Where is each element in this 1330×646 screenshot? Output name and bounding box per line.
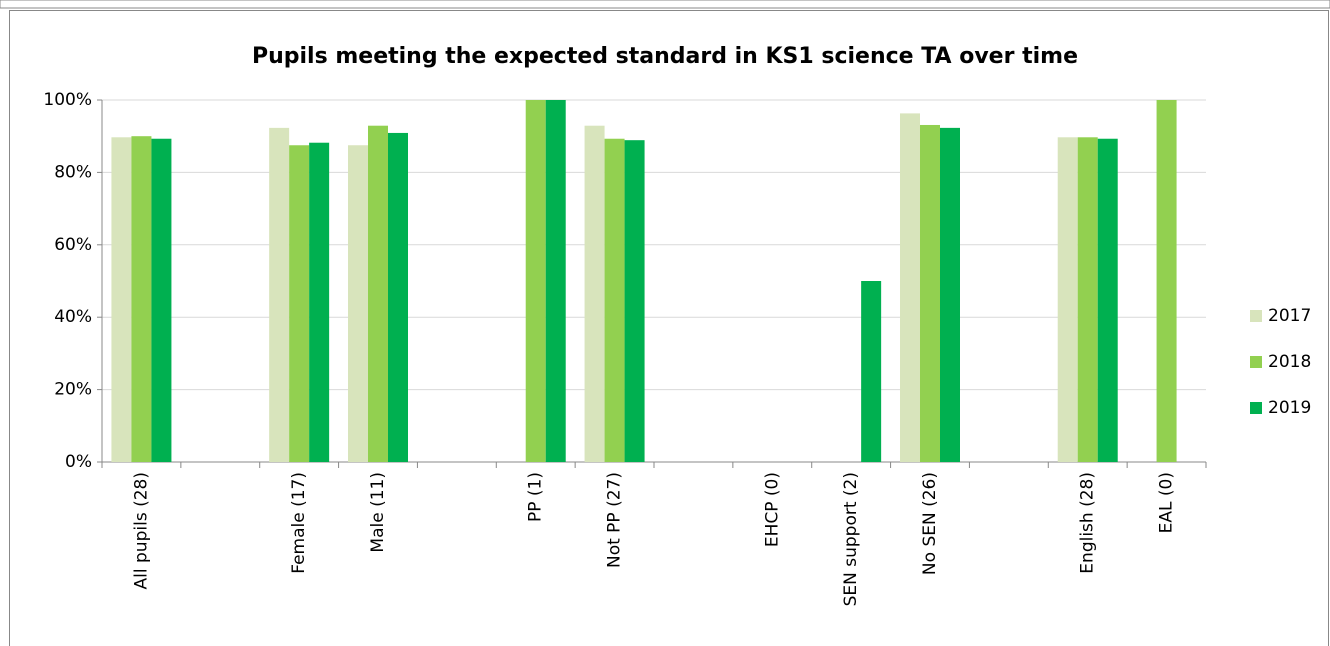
bar: [1057, 137, 1078, 462]
bar: [1156, 100, 1177, 462]
x-tick-label: EHCP (0): [762, 472, 782, 547]
bar: [289, 145, 310, 462]
x-tick-label: Male (11): [368, 472, 388, 553]
bar: [368, 125, 388, 463]
top-strip: [0, 0, 1330, 9]
bar: [1097, 138, 1118, 462]
x-tick-label: SEN support (2): [841, 472, 861, 606]
legend-label: 2018: [1268, 352, 1311, 372]
bar: [269, 127, 290, 463]
y-tick-label: 0%: [65, 452, 92, 472]
bar: [940, 127, 960, 463]
legend-label: 2019: [1268, 398, 1311, 418]
bar: [584, 125, 605, 463]
bar: [545, 100, 566, 462]
x-tick-label: EAL (0): [1157, 472, 1177, 533]
bar: [861, 281, 882, 462]
legend-swatch: [1250, 356, 1262, 368]
bar: [525, 100, 546, 462]
chart-frame: [9, 10, 1329, 646]
legend-label: 2017: [1268, 306, 1311, 326]
bar: [1077, 137, 1098, 462]
bar: [111, 137, 132, 462]
x-tick-label: Not PP (27): [605, 472, 625, 568]
bar: [309, 142, 330, 462]
bar: [604, 138, 625, 462]
y-tick-label: 60%: [54, 235, 92, 255]
legend-swatch: [1250, 310, 1262, 322]
x-tick-label: All pupils (28): [131, 472, 151, 589]
x-tick-label: English (28): [1078, 472, 1098, 574]
bar: [900, 113, 920, 463]
y-tick-label: 40%: [54, 307, 92, 327]
bar: [151, 138, 172, 462]
bar: [348, 145, 368, 462]
y-tick-label: 100%: [43, 90, 92, 110]
chart-title: Pupils meeting the expected standard in …: [252, 44, 1078, 69]
y-tick-label: 20%: [54, 380, 92, 400]
legend-swatch: [1250, 402, 1262, 414]
x-tick-label: No SEN (26): [920, 472, 940, 575]
bar: [131, 136, 152, 462]
bar: [624, 140, 645, 462]
y-tick-label: 80%: [54, 162, 92, 182]
bar: [920, 124, 940, 462]
x-tick-label: Female (17): [289, 472, 309, 574]
x-tick-label: PP (1): [526, 472, 546, 522]
bar: [388, 132, 408, 462]
